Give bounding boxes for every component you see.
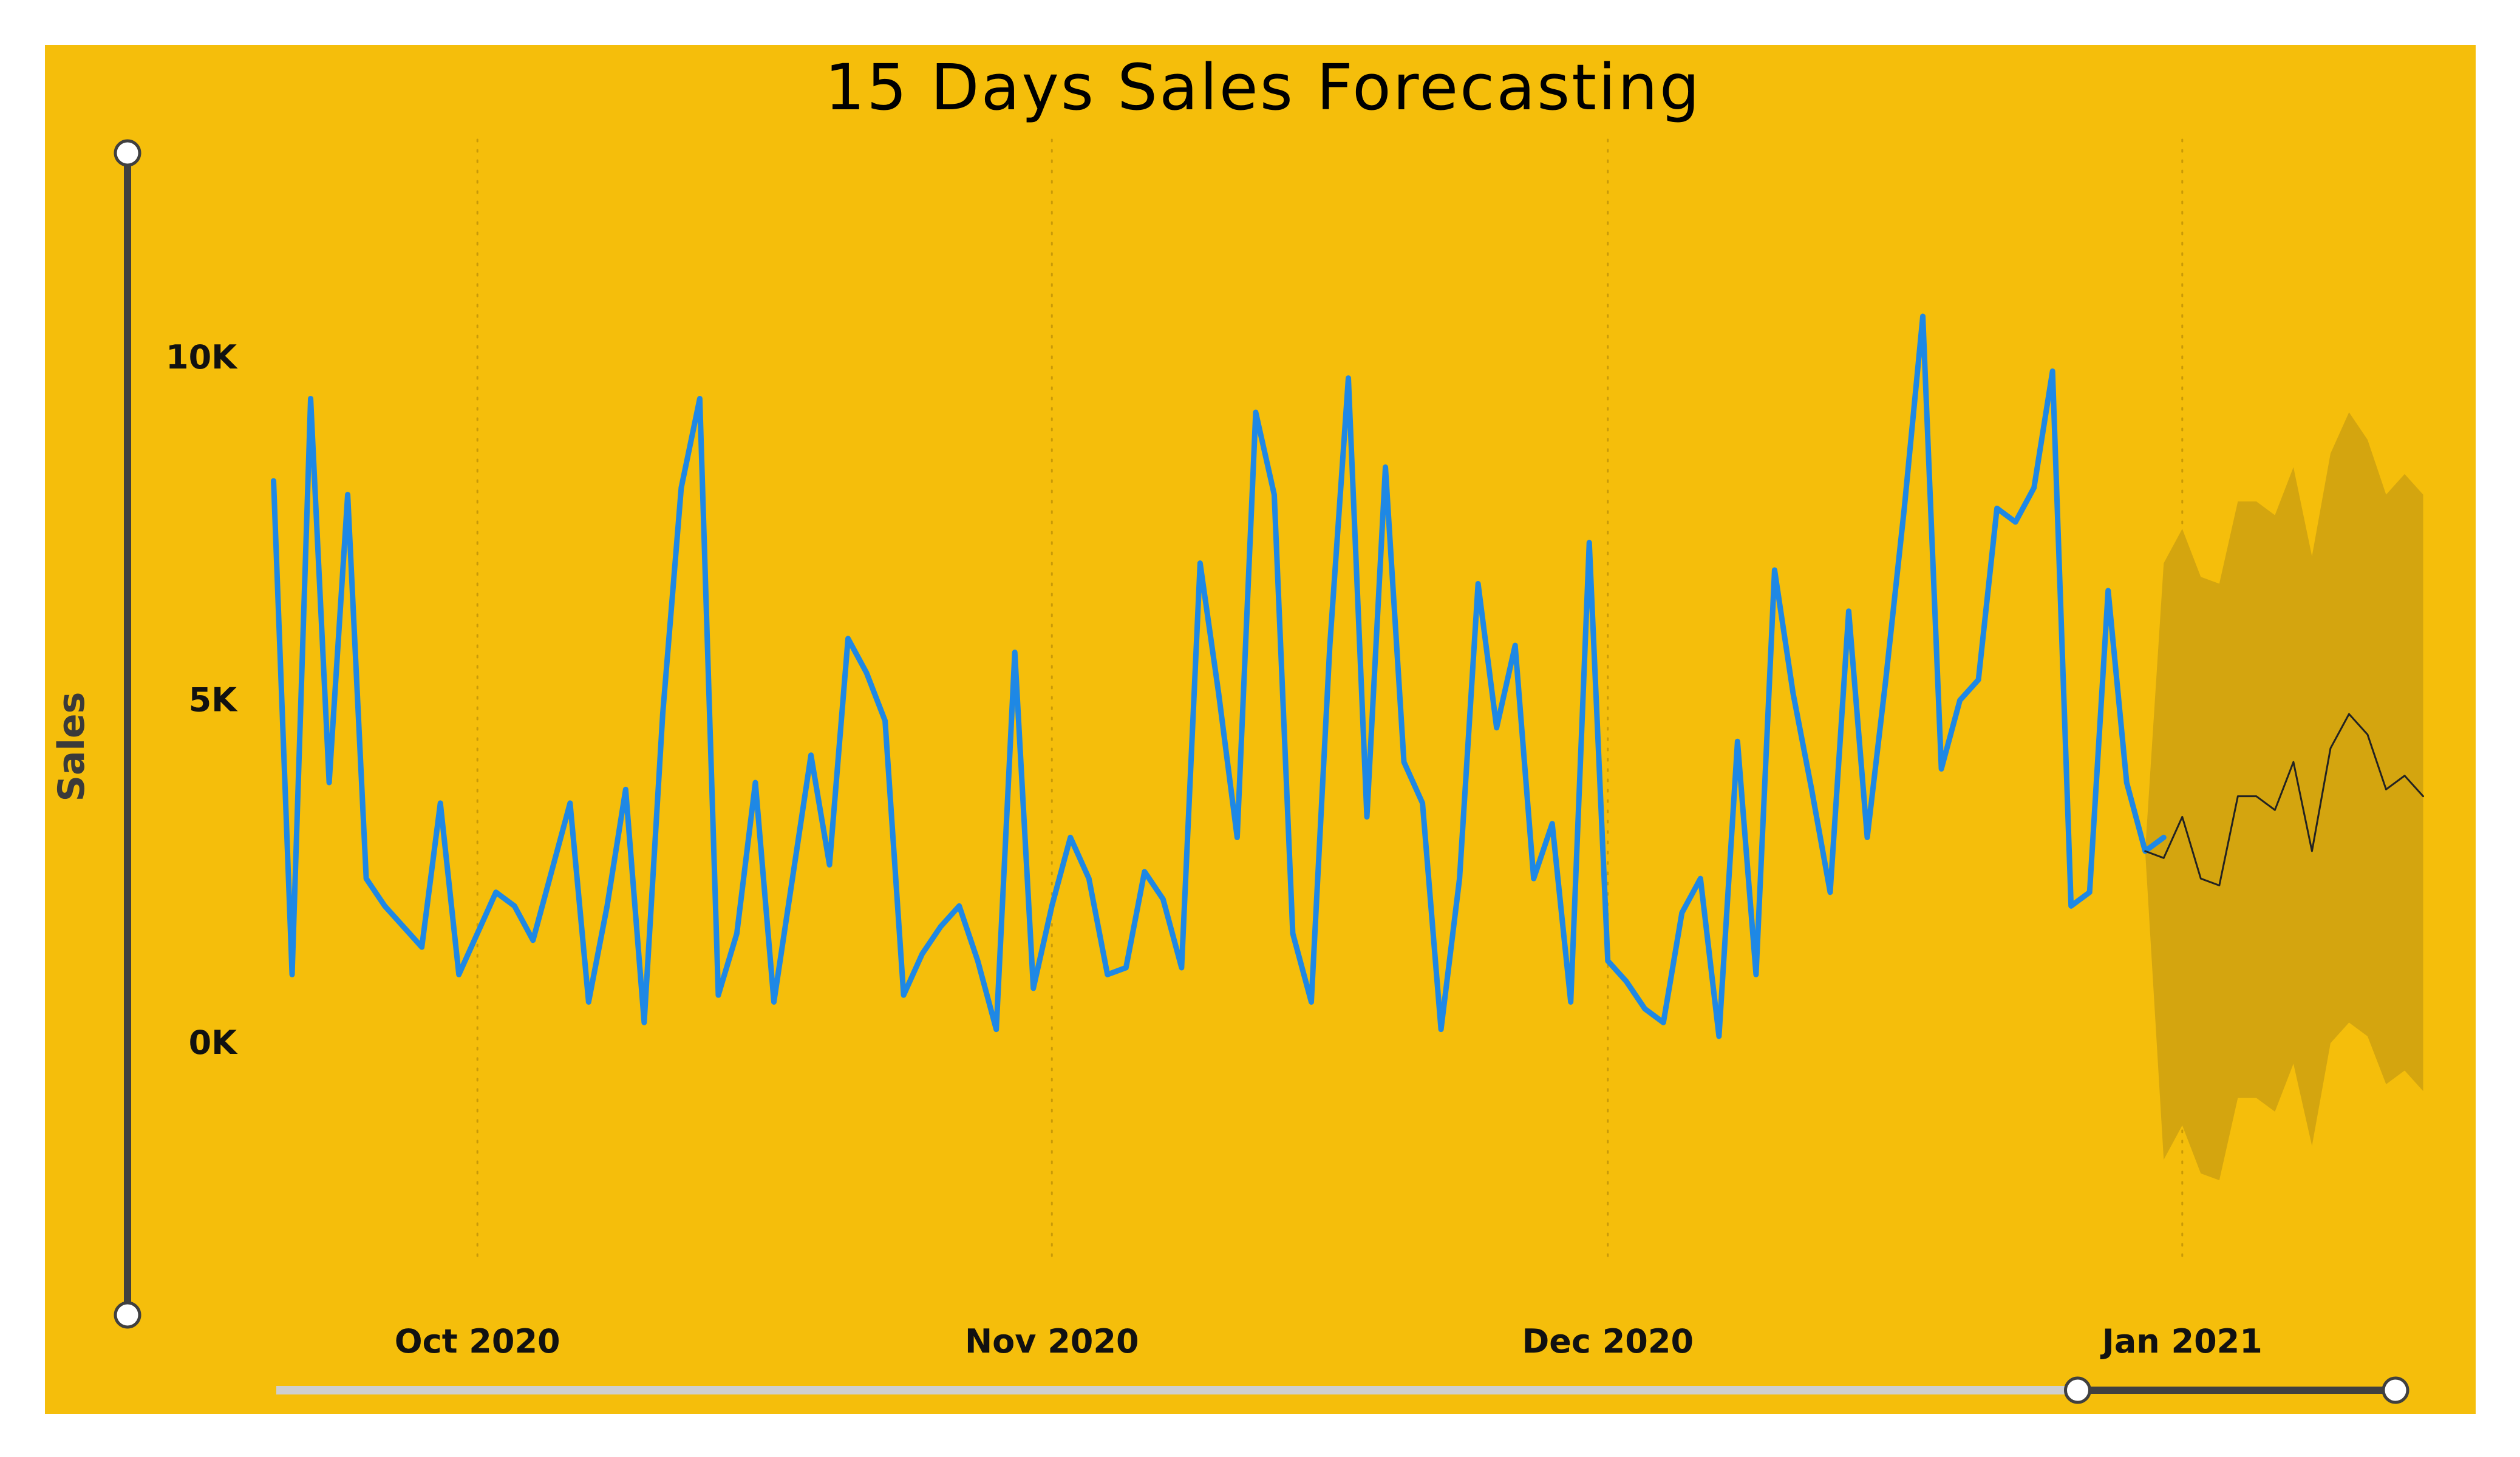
y-tick-label: 10K xyxy=(166,338,238,376)
y-ticks: 0K 5K 10K xyxy=(166,338,238,1062)
forecast-line xyxy=(2144,713,2425,886)
x-tick-label: Jan 2021 xyxy=(2100,1322,2263,1360)
actual-sales-line xyxy=(271,313,2167,1039)
chart-title: 15 Days Sales Forecasting xyxy=(825,50,1701,124)
y-tick-label: 5K xyxy=(189,681,239,719)
x-tick-label: Nov 2020 xyxy=(965,1322,1139,1360)
y-slider-top-handle[interactable] xyxy=(114,139,141,167)
y-slider-bottom-handle[interactable] xyxy=(114,1301,141,1329)
y-range-slider[interactable] xyxy=(114,139,141,1329)
x-range-slider[interactable] xyxy=(276,1376,2409,1404)
x-slider-start-handle[interactable] xyxy=(2064,1376,2091,1404)
confidence-band-layer xyxy=(2145,412,2423,1181)
x-tick-label: Oct 2020 xyxy=(395,1322,560,1360)
x-ticks: Oct 2020 Nov 2020 Dec 2020 Jan 2021 xyxy=(395,1322,2263,1360)
chart-background xyxy=(45,45,2476,1414)
x-tick-label: Dec 2020 xyxy=(1522,1322,1694,1360)
y-tick-label: 0K xyxy=(189,1024,239,1062)
confidence-band xyxy=(2145,412,2423,1181)
x-slider-end-handle[interactable] xyxy=(2382,1376,2409,1404)
y-axis-label: Sales xyxy=(50,692,93,802)
series-layer xyxy=(271,313,2425,1039)
